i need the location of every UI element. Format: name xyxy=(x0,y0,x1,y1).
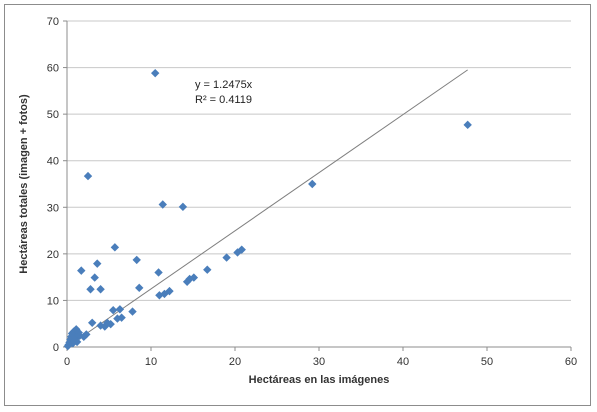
data-point xyxy=(106,319,115,329)
data-point xyxy=(132,255,141,265)
y-tick-label-10: 10 xyxy=(47,295,59,307)
data-point xyxy=(115,305,125,314)
data-point xyxy=(128,307,137,316)
data-point xyxy=(96,285,105,294)
data-point xyxy=(110,243,120,252)
x-tick-label-30: 30 xyxy=(313,356,325,368)
data-point xyxy=(151,68,160,78)
y-tick-label-0: 0 xyxy=(53,342,59,354)
data-point xyxy=(90,273,99,282)
data-point xyxy=(189,273,199,282)
trendline-equation: y = 1.2475x xyxy=(195,79,253,91)
data-point xyxy=(109,306,118,315)
data-point xyxy=(203,265,212,274)
data-point xyxy=(178,202,188,212)
data-point xyxy=(237,245,246,254)
data-point xyxy=(165,286,174,296)
data-points xyxy=(63,68,472,351)
chart-frame: 0 10 20 30 40 50 60 70 0 10 20 30 40 50 60 y = 1.2475x… xyxy=(4,4,591,406)
x-tick-label-50: 50 xyxy=(481,356,493,368)
data-point xyxy=(77,266,86,275)
data-point xyxy=(154,268,163,277)
scatter-chart: 0 10 20 30 40 50 60 70 0 10 20 30 40 50 60 y = 1.2475x… xyxy=(18,16,577,386)
data-point xyxy=(158,200,167,209)
data-point xyxy=(72,337,82,347)
x-tick-label-0: 0 xyxy=(64,356,70,368)
y-axis-title: Hectáreas totales (imagen + fotos) xyxy=(18,94,30,274)
data-point xyxy=(72,325,81,334)
trendline-group xyxy=(66,69,468,348)
data-point xyxy=(135,283,144,293)
grid-lines xyxy=(67,20,571,301)
x-axis-title: Hectáreas en las imágenes xyxy=(249,374,390,386)
data-point xyxy=(308,179,317,189)
axes xyxy=(63,20,572,351)
y-tick-label-30: 30 xyxy=(47,202,59,214)
trendline-r-squared: R² = 0.4119 xyxy=(195,94,252,106)
y-tick-label-60: 60 xyxy=(47,63,59,75)
x-tick-label-60: 60 xyxy=(565,356,577,368)
trendline xyxy=(66,69,468,348)
data-point xyxy=(117,313,126,322)
data-point xyxy=(83,171,93,181)
data-point xyxy=(222,253,231,262)
data-point xyxy=(463,120,472,130)
tick-labels: 0 10 20 30 40 50 60 70 0 10 20 30 40 50 60 xyxy=(47,16,577,368)
data-point xyxy=(82,330,91,339)
y-tick-label-20: 20 xyxy=(47,249,59,261)
data-point xyxy=(160,289,169,299)
x-tick-label-40: 40 xyxy=(397,356,409,368)
x-tick-label-10: 10 xyxy=(145,356,157,368)
data-point xyxy=(75,331,84,341)
data-point xyxy=(93,259,102,268)
x-tick-label-20: 20 xyxy=(229,356,241,368)
data-point xyxy=(86,285,95,294)
y-tick-label-50: 50 xyxy=(47,109,59,121)
y-tick-label-70: 70 xyxy=(47,16,59,28)
data-point xyxy=(88,318,97,327)
y-tick-label-40: 40 xyxy=(47,156,59,168)
